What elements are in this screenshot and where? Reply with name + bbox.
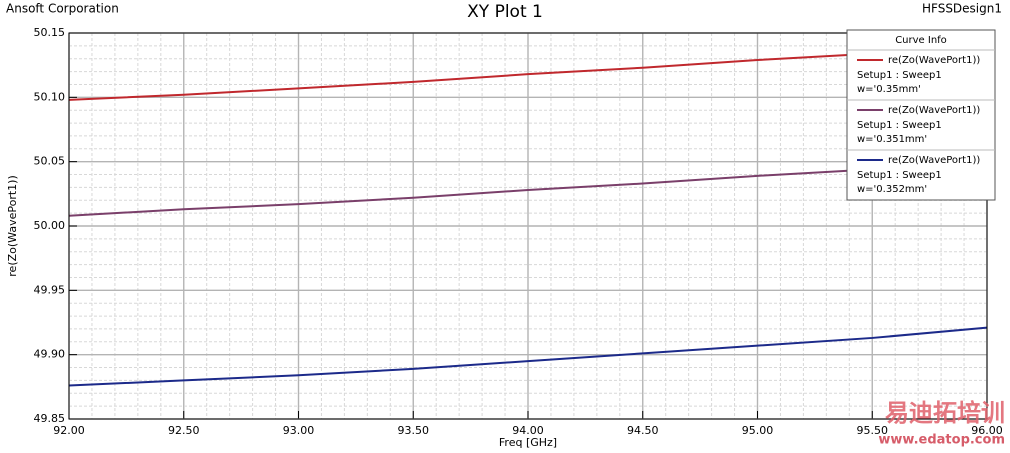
legend-setup: Setup1 : Sweep1 bbox=[857, 70, 942, 81]
y-tick-label: 50.00 bbox=[34, 219, 66, 232]
x-tick-label: 94.00 bbox=[512, 424, 544, 437]
legend-entry: re(Zo(WavePort1)) bbox=[888, 155, 980, 166]
series-line bbox=[68, 161, 988, 217]
x-tick-label: 95.00 bbox=[742, 424, 774, 437]
design-label: HFSSDesign1 bbox=[922, 2, 1002, 16]
y-tick-label: 49.95 bbox=[34, 283, 66, 296]
legend-setup: Setup1 : Sweep1 bbox=[857, 170, 942, 181]
legend-entry: re(Zo(WavePort1)) bbox=[888, 105, 980, 116]
legend-box bbox=[846, 29, 996, 201]
y-tick-label: 50.10 bbox=[34, 90, 66, 103]
x-tick-label: 93.00 bbox=[283, 424, 315, 437]
grid bbox=[68, 32, 988, 420]
series-line bbox=[68, 47, 988, 101]
legend-setup: Setup1 : Sweep1 bbox=[857, 120, 942, 131]
company-label: Ansoft Corporation bbox=[6, 2, 119, 16]
chart-title: XY Plot 1 bbox=[467, 2, 543, 22]
legend-variation: w='0.351mm' bbox=[857, 134, 927, 145]
x-tick-label: 93.50 bbox=[398, 424, 430, 437]
watermark-text: 易迪拓培训 bbox=[885, 399, 1005, 427]
y-axis-label: re(Zo(WavePort1)) bbox=[6, 175, 19, 276]
y-tick-label: 50.05 bbox=[34, 155, 66, 168]
x-tick-label: 96.00 bbox=[971, 424, 1003, 437]
watermark-url: www.edatop.com bbox=[878, 433, 1005, 448]
x-tick-label: 92.00 bbox=[53, 424, 85, 437]
legend-title: Curve Info bbox=[895, 35, 947, 46]
x-tick-label: 94.50 bbox=[627, 424, 659, 437]
legend: Curve Info re(Zo(WavePort1)) Setup1 : Swee… bbox=[846, 29, 996, 201]
x-axis-label: Freq [GHz] bbox=[499, 436, 557, 449]
x-tick-label: 92.50 bbox=[168, 424, 200, 437]
legend-variation: w='0.352mm' bbox=[857, 184, 927, 195]
y-tick-label: 50.15 bbox=[34, 26, 66, 39]
watermark: 易迪拓培训 www.edatop.com bbox=[878, 399, 1005, 448]
y-tick-label: 49.85 bbox=[34, 412, 66, 425]
plot-frame bbox=[68, 32, 988, 420]
x-tick-label: 95.50 bbox=[857, 424, 889, 437]
legend-entry: re(Zo(WavePort1)) bbox=[888, 55, 980, 66]
plot-lines bbox=[68, 47, 988, 387]
y-tick-label: 49.90 bbox=[34, 348, 66, 361]
series-line bbox=[68, 326, 988, 387]
legend-variation: w='0.35mm' bbox=[857, 84, 921, 95]
